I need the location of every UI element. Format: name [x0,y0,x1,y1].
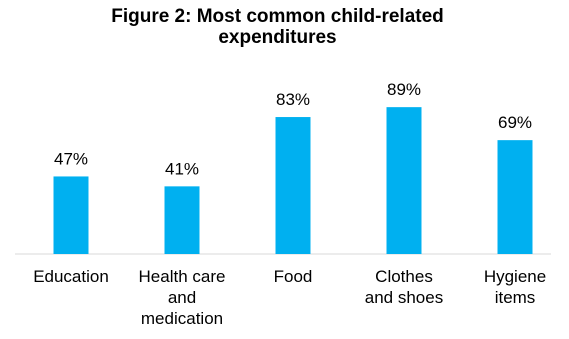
data-label-2: 41% [165,159,199,178]
data-label-4: 89% [387,80,421,99]
category-label-line: and [167,288,197,307]
category-label-line: items [494,288,536,307]
category-label-line: Health care [138,267,226,286]
bar-1 [53,176,89,254]
data-label-5: 69% [498,113,532,132]
category-label-4: Clothes and shoes [345,266,463,308]
category-label-2: Health care and medication [123,266,241,329]
category-label-3: Food [234,266,352,287]
data-label-1: 47% [54,149,88,168]
category-label-5: Hygiene items [456,266,569,308]
bar-3 [275,117,311,254]
category-label-line: Clothes [375,267,433,286]
bar-5 [497,140,533,254]
category-label-line: Education [33,267,109,286]
chart-title: Figure 2: Most common child-related expe… [111,6,444,48]
bar-2 [164,186,200,254]
category-label-line: Hygiene [483,267,547,286]
category-label-line: Food [273,267,313,286]
category-label-line: and shoes [364,288,444,307]
bar-4 [386,107,422,255]
category-label-1: Education [12,266,130,287]
category-label-line: medication [140,309,224,328]
data-label-3: 83% [276,90,310,109]
